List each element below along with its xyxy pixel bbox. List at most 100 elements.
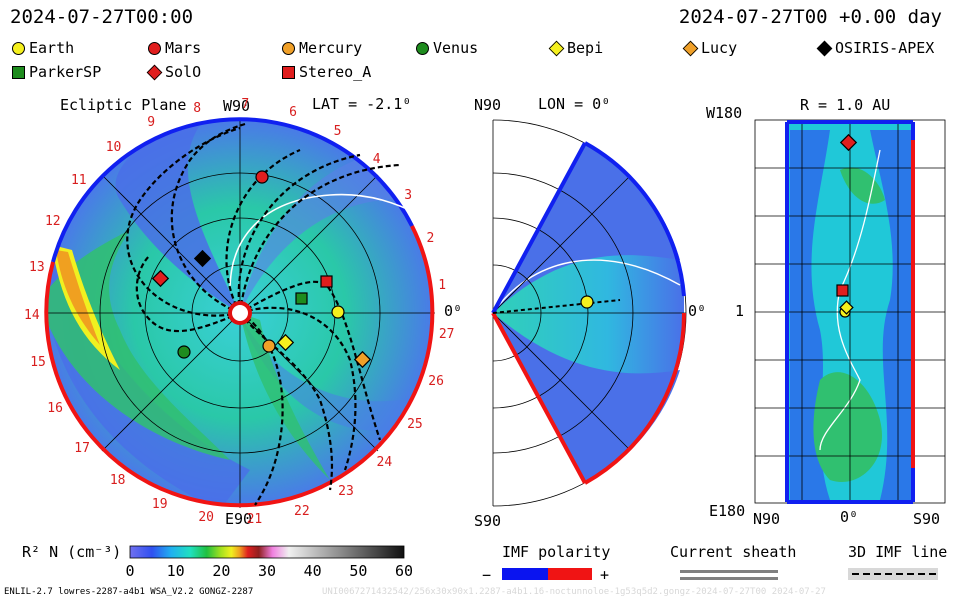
colorbar-tick-label: 20 [212, 562, 231, 580]
carrington-tick-label: 6 [289, 104, 297, 120]
legend-item-osiris-apex: OSIRIS-APEX [816, 39, 935, 57]
carrington-tick-label: 12 [44, 213, 61, 229]
ecliptic-body-markers [151, 170, 372, 369]
radial-bottom-left-label: E180 [709, 502, 746, 520]
ecliptic-right-label: 0⁰ [444, 302, 463, 320]
carrington-tick-label: 19 [151, 496, 168, 512]
legend-label: SolO [165, 63, 202, 81]
legend-label: Lucy [701, 39, 738, 57]
meridional-bottom-label: S90 [474, 512, 502, 530]
radial-axis-0: 0⁰ [840, 508, 859, 526]
colorbar-tick-label: 60 [395, 562, 414, 580]
meridional-top-label: N90 [474, 96, 502, 114]
imf-negative-bar [502, 568, 548, 580]
ecliptic-lat-label: LAT = -2.1⁰ [312, 95, 412, 113]
carrington-tick-label: 27 [438, 326, 455, 342]
carrington-tick-label: 11 [70, 173, 87, 189]
legend-item-earth: Earth [12, 39, 74, 57]
ecliptic-bottom-label: E90 [225, 510, 253, 528]
colorbar-tick-label: 0 [125, 562, 135, 580]
imf-positive-bar [548, 568, 592, 580]
radial-map-plot [754, 119, 946, 504]
legend-marker-icon [148, 41, 161, 55]
mercury-marker [262, 339, 276, 353]
footer-run-id: UNI0067271432542/256x30x90x1.2287-a4b1.1… [322, 587, 826, 597]
carrington-tick-label: 16 [47, 400, 63, 416]
meridional-lon-label: LON = 0⁰ [538, 95, 611, 113]
carrington-tick-label: 22 [294, 503, 310, 519]
legend-item-stereo-a: Stereo_A [282, 63, 371, 81]
legend-label: Earth [29, 39, 75, 57]
radial-stereo-a-marker [836, 284, 849, 297]
carrington-tick-label: 20 [198, 510, 214, 526]
legend-item-bepi: Bepi [548, 39, 604, 57]
earth-marker [331, 305, 345, 319]
radial-left-mid-label: 1 [735, 302, 745, 320]
stereo-a-marker [320, 275, 333, 288]
osiris-apex-marker [193, 249, 212, 268]
radial-axis-s90: S90 [913, 510, 941, 528]
ecliptic-top-label: W90 [223, 97, 251, 115]
imf3d-title: 3D IMF line [848, 543, 948, 561]
meridional-earth-marker [580, 295, 594, 309]
legend-item-venus: Venus [416, 39, 478, 57]
density-colorbar [129, 545, 405, 559]
carrington-tick-label: 2 [426, 231, 435, 247]
legend-marker-icon [416, 41, 429, 55]
carrington-tick-label: 17 [74, 440, 90, 456]
timestamp-right: 2024-07-27T00 +0.00 day [678, 6, 942, 28]
colorbar-tick-label: 50 [349, 562, 368, 580]
imf3d-sample-bg [848, 568, 938, 580]
parkersp-marker [295, 292, 308, 305]
legend-item-solo: SolO [146, 63, 202, 81]
colorbar-tick-label: 30 [258, 562, 277, 580]
radial-bepi-marker [839, 300, 854, 315]
colorbar-label: R² N (cm⁻³) [22, 543, 122, 561]
legend-label: OSIRIS-APEX [835, 39, 935, 57]
legend-label: ParkerSP [29, 63, 102, 81]
carrington-tick-label: 4 [372, 151, 381, 167]
legend-item-parkersp: ParkerSP [12, 63, 101, 81]
legend-item-mercury: Mercury [282, 39, 362, 57]
carrington-tick-label: 18 [109, 473, 126, 489]
meridional-right-label: 0⁰ [688, 302, 707, 320]
legend-marker-icon [12, 65, 25, 79]
carrington-tick-label: 24 [376, 454, 393, 470]
legend-label: Bepi [567, 39, 604, 57]
carrington-tick-label: 21 [246, 512, 263, 528]
legend-item-mars: Mars [148, 39, 201, 57]
carrington-tick-label: 14 [24, 307, 40, 323]
radial-axis-n90: N90 [753, 510, 781, 528]
legend-label: Venus [433, 39, 479, 57]
colorbar-tick-label: 10 [166, 562, 185, 580]
solo-marker [151, 269, 170, 288]
legend-label: Stereo_A [299, 63, 372, 81]
footer-model-info: ENLIL-2.7 lowres-2287-a4b1 WSA_V2.2 GONG… [4, 587, 254, 597]
current-sheath-sample [680, 570, 778, 573]
imf-polarity-title: IMF polarity [502, 543, 611, 561]
legend-label: Mercury [299, 39, 363, 57]
bepi-marker [276, 333, 295, 352]
meridional-plane-plot [491, 119, 687, 507]
carrington-tick-label: 26 [428, 373, 444, 389]
carrington-tick-label: 7 [241, 97, 250, 113]
carrington-tick-label: 25 [407, 417, 423, 433]
current-sheath-title: Current sheath [670, 543, 797, 561]
carrington-tick-label: 3 [404, 188, 413, 204]
carrington-tick-label: 1 [438, 278, 447, 294]
colorbar-tick-label: 40 [303, 562, 322, 580]
carrington-tick-label: 8 [193, 100, 202, 116]
carrington-tick-label: 13 [29, 259, 45, 275]
mars-marker [255, 170, 269, 184]
legend-label: Mars [165, 39, 202, 57]
venus-marker [177, 345, 191, 359]
carrington-tick-label: 15 [30, 355, 46, 371]
imf-plus-label: + [600, 566, 610, 584]
timestamp-left: 2024-07-27T00:00 [10, 6, 194, 28]
legend-marker-icon [12, 41, 25, 55]
radial-title: R = 1.0 AU [800, 96, 891, 114]
carrington-tick-label: 5 [333, 123, 342, 139]
ecliptic-plane-plot [44, 117, 435, 508]
carrington-tick-label: 23 [338, 483, 354, 499]
